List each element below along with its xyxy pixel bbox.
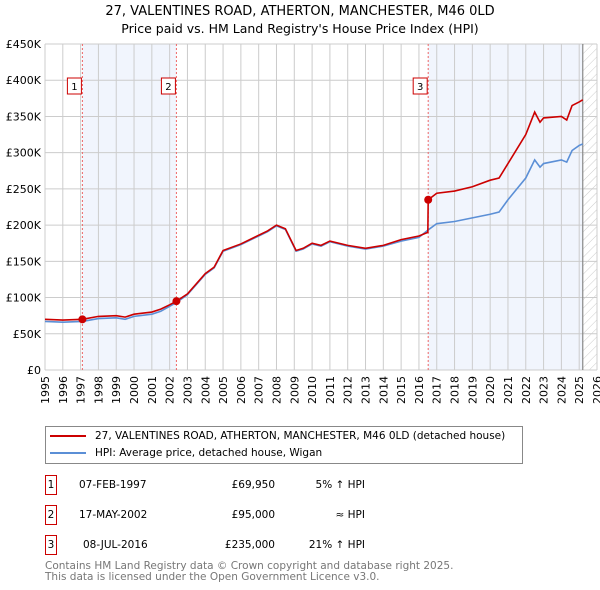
x-tick-label: 2017 [431,376,444,404]
y-tick-label: £300K [6,147,42,160]
legend-property: 27, VALENTINES ROAD, ATHERTON, MANCHESTE… [95,430,506,442]
y-tick-label: £200K [6,219,42,232]
sale-label: 3 [417,82,423,93]
x-tick-label: 2002 [164,376,177,404]
legend-hpi: HPI: Average price, detached house, Wiga… [95,447,323,459]
x-tick-label: 2016 [413,376,426,404]
x-tick-label: 2026 [591,376,600,404]
sale-price: £235,000 [224,539,275,551]
legend-blue-line [50,452,86,454]
x-tick-label: 2014 [377,376,390,404]
sale-label-box [66,77,82,95]
x-tick-label: 2021 [502,376,515,404]
sale-label: 1 [71,82,77,93]
x-tick-label: 2019 [466,376,479,404]
x-tick-label: 2015 [395,376,408,404]
sale-point [172,297,181,306]
x-tick-label: 1997 [75,376,88,404]
sale-hpi: 21% ↑ HPI [308,539,365,551]
x-tick-label: 2010 [306,376,319,404]
x-tick-label: 2009 [288,376,301,404]
y-tick-label: £100K [6,292,42,305]
forecast-hatch [582,44,597,370]
sale-label: 2 [165,82,171,93]
x-tick-label: 2023 [538,376,551,404]
sale-date: 17-MAY-2002 [79,509,148,521]
sale-label-box [412,77,428,95]
y-tick-label: £150K [6,255,42,268]
sale-date: 07-FEB-1997 [79,479,147,491]
x-tick-label: 2022 [520,376,533,404]
x-tick-label: 2005 [217,376,230,404]
sale-number: 1 [45,475,57,495]
sale-hpi: 5% ↑ HPI [315,479,365,491]
x-tick-label: 2000 [128,376,141,404]
sale-point [78,315,87,324]
price-chart: 1995 1996 1997 1998 1999 2000 2001 2002 2003 2004… [6,38,600,404]
x-tick-label: 2008 [270,376,283,404]
sale-hpi: ≈ HPI [335,509,365,521]
x-tick-label: 2011 [324,376,337,404]
x-tick-label: 2024 [555,376,568,404]
sale-date: 08-JUL-2016 [83,539,148,551]
x-tick-label: 2001 [146,376,159,404]
y-tick-label: £400K [6,74,42,87]
y-tick-label: £450K [6,38,42,51]
y-tick-label: £0 [27,364,41,377]
sale-number: 3 [45,535,57,555]
sale-label-box [160,77,176,95]
x-tick-label: 2020 [484,376,497,404]
x-tick-label: 2006 [235,376,248,404]
footer-licence: This data is licensed under the Open Gov… [45,571,380,583]
x-tick-label: 2018 [449,376,462,404]
x-tick-label: 2007 [253,376,266,404]
y-tick-label: £50K [13,328,42,341]
legend: 27, VALENTINES ROAD, ATHERTON, MANCHESTE… [45,426,523,464]
sale-price: £69,950 [231,479,275,491]
sale-point [424,195,433,204]
sale-number: 2 [45,505,57,525]
chart-subtitle: Price paid vs. HM Land Registry's House … [121,21,479,36]
shaded-period [428,44,583,370]
footer-copyright: Contains HM Land Registry data © Crown c… [45,560,454,572]
chart-title: 27, VALENTINES ROAD, ATHERTON, MANCHESTE… [105,4,495,19]
x-tick-label: 1998 [92,376,105,404]
price-paid-line [44,99,584,321]
legend-red-line [50,435,86,437]
x-tick-label: 2004 [199,376,212,404]
x-tick-label: 2003 [181,376,194,404]
x-tick-label: 1995 [39,376,52,404]
x-tick-label: 2025 [573,376,586,404]
sale-price: £95,000 [231,509,275,521]
y-tick-label: £250K [6,183,42,196]
x-tick-label: 2012 [342,376,355,404]
x-tick-label: 1999 [110,376,123,404]
x-tick-label: 1996 [57,376,70,404]
x-tick-label: 2013 [360,376,373,404]
y-tick-label: £350K [6,110,42,123]
